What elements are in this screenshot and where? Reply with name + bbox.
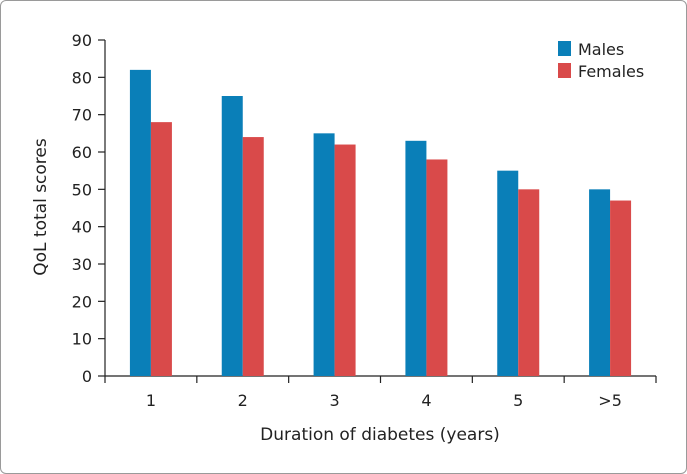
bar-females-4 [426,159,448,376]
x-tick-label: 4 [421,391,431,410]
bar-females-3 [334,144,356,376]
bar-females-1 [150,122,172,376]
bar-males-4 [405,140,427,376]
x-tick-label: 2 [238,391,248,410]
legend: Males Females [558,40,644,81]
legend-label-males: Males [578,40,624,59]
bar-males-3 [313,133,335,376]
y-axis-title: QoL total scores [31,138,51,276]
legend-label-females: Females [578,62,644,81]
y-tick-label: 70 [72,106,92,125]
y-tick-label: 30 [72,255,92,274]
bar-males-1 [129,69,151,376]
y-tick-label: 40 [72,218,92,237]
y-tick-label: 10 [72,330,92,349]
y-tick-label: 80 [72,68,92,87]
bar-females-6 [610,200,632,376]
x-tick-label: 3 [329,391,339,410]
x-axis: 1 2 3 4 5 >5 [104,375,657,410]
bar-females-5 [518,189,540,376]
y-tick-label: 0 [82,367,92,386]
x-tick-label: 1 [146,391,156,410]
bars [129,69,632,376]
x-axis-title: Duration of diabetes (years) [260,425,500,445]
bar-males-6 [589,189,611,376]
x-tick-label: 5 [513,391,523,410]
y-axis: 0 10 20 30 40 50 60 70 80 90 [72,31,106,386]
bar-males-5 [497,170,519,376]
legend-swatch-males [558,41,571,56]
x-tick-label: >5 [598,391,622,410]
y-tick-label: 90 [72,31,92,50]
legend-swatch-females [558,63,571,78]
y-tick-label: 60 [72,143,92,162]
y-tick-label: 50 [72,180,92,199]
bar-males-2 [221,96,243,376]
bar-females-2 [242,137,264,376]
y-tick-label: 20 [72,292,92,311]
